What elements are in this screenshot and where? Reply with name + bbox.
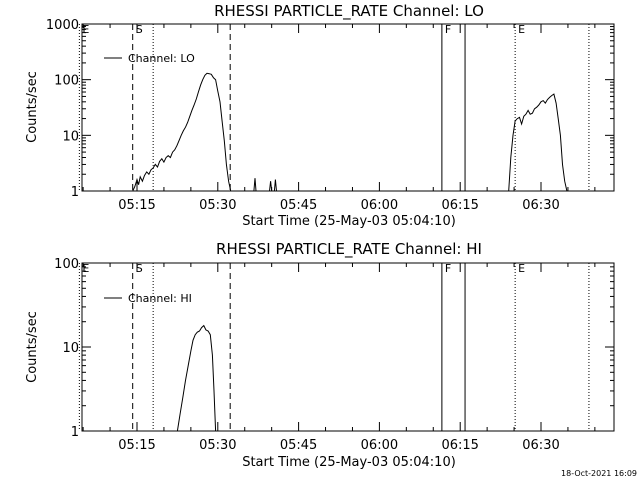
- legend-label: Channel: HI: [128, 292, 192, 305]
- legend: Channel: LO: [104, 52, 195, 65]
- x-axis-ticks: 05:15 05:30 05:45 06:00 06:15 06:30: [82, 263, 596, 453]
- x-tick-label: 06:15: [441, 198, 478, 213]
- y-tick-label: 10: [62, 341, 79, 356]
- series-line-segment: [269, 181, 273, 192]
- y-tick-label: 1000: [46, 18, 79, 33]
- x-axis-ticks: 05:15 05:30 05:45 06:00 06:15 06:30: [82, 24, 596, 213]
- y-tick-label: 1: [71, 425, 79, 440]
- x-tick-label: 05:15: [118, 198, 155, 213]
- x-tick-label: 06:15: [441, 438, 478, 453]
- series-line-segment: [176, 324, 217, 432]
- x-tick-label: 06:30: [522, 198, 559, 213]
- plot-date-stamp: 18-Oct-2021 16:09: [561, 469, 637, 478]
- x-tick-label: 05:30: [199, 438, 236, 453]
- chart-title: RHESSI PARTICLE_RATE Channel: HI: [216, 240, 482, 259]
- x-tick-label: 06:30: [522, 438, 559, 453]
- y-axis-ticks: 1 10 100: [54, 257, 614, 440]
- plot-frame: [81, 23, 615, 192]
- y-tick-label: 100: [54, 257, 79, 272]
- x-tick-label: 05:45: [280, 438, 317, 453]
- chart-title: RHESSI PARTICLE_RATE Channel: LO: [214, 2, 484, 21]
- series-line-segment: [132, 72, 232, 192]
- x-axis-label: Start Time (25-May-03 05:04:10): [242, 455, 456, 470]
- y-tick-label: 10: [62, 129, 79, 144]
- y-axis-label: Counts/sec: [25, 311, 40, 383]
- y-tick-label: 1: [71, 185, 79, 200]
- series-line-segment: [273, 179, 277, 192]
- y-axis-label: Counts/sec: [25, 71, 40, 143]
- marker-label: S: [136, 262, 143, 275]
- marker-label: E: [518, 262, 525, 275]
- marker-label: E: [82, 262, 89, 275]
- marker-label: E: [518, 23, 525, 36]
- x-tick-label: 05:30: [199, 198, 236, 213]
- series-line-segment: [253, 178, 257, 192]
- plot-frame: [81, 262, 615, 432]
- marker-label: F: [445, 23, 451, 36]
- x-tick-label: 06:00: [361, 198, 398, 213]
- x-axis-label: Start Time (25-May-03 05:04:10): [242, 214, 456, 229]
- marker-label: S: [136, 23, 143, 36]
- data-series: [176, 324, 217, 432]
- series-line-segment: [508, 93, 568, 192]
- y-axis-ticks: 1 10 100 1000: [46, 18, 614, 200]
- legend-label: Channel: LO: [128, 52, 195, 65]
- marker-label: F: [445, 262, 451, 275]
- x-tick-label: 05:15: [118, 438, 155, 453]
- data-series: [132, 72, 568, 192]
- y-tick-label: 100: [54, 74, 79, 89]
- x-tick-label: 06:00: [361, 438, 398, 453]
- legend: Channel: HI: [104, 292, 192, 305]
- x-tick-label: 05:45: [280, 198, 317, 213]
